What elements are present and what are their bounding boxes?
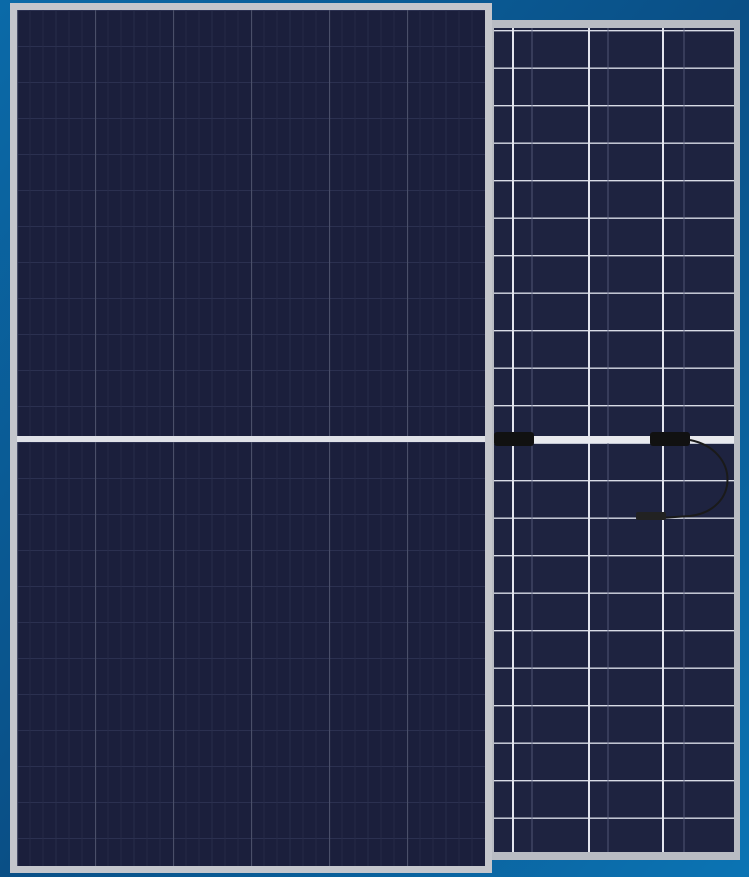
junction-box xyxy=(494,432,534,446)
front-center-bar xyxy=(17,436,485,442)
junction-box xyxy=(650,432,690,446)
cable xyxy=(659,439,729,519)
connector xyxy=(636,512,666,520)
back-center-bar xyxy=(494,436,734,443)
